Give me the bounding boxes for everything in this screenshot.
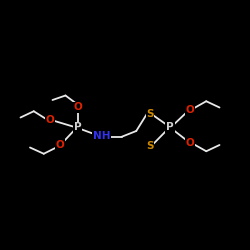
Text: S: S	[146, 109, 154, 119]
Text: S: S	[146, 141, 154, 151]
Text: P: P	[74, 122, 81, 132]
Text: O: O	[186, 105, 194, 115]
Text: O: O	[186, 138, 194, 147]
Text: O: O	[56, 140, 64, 150]
Text: O: O	[73, 102, 82, 113]
Text: O: O	[46, 115, 54, 125]
Text: NH: NH	[92, 131, 110, 141]
Text: P: P	[166, 122, 174, 132]
